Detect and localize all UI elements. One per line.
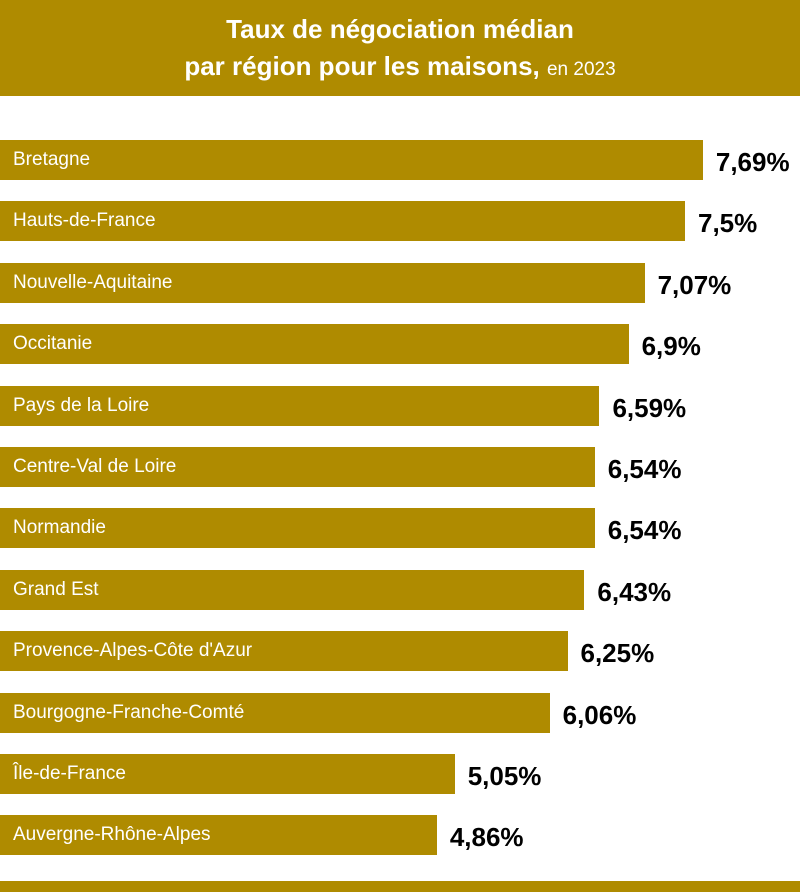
value-label: 6,25% <box>580 638 655 669</box>
category-label: Provence-Alpes-Côte d'Azur <box>13 640 253 662</box>
category-label: Grand Est <box>13 578 99 600</box>
chart-title-line2: par région pour les maisons, en 2023 <box>0 51 800 82</box>
footer-band <box>0 881 800 892</box>
bar <box>0 140 703 180</box>
category-label: Nouvelle-Aquitaine <box>13 271 173 293</box>
chart-title: Taux de négociation médian <box>226 14 574 44</box>
value-label: 6,9% <box>641 331 701 362</box>
category-label: Auvergne-Rhône-Alpes <box>13 824 211 846</box>
category-label: Normandie <box>13 517 106 539</box>
value-label: 7,5% <box>698 208 758 239</box>
category-label: Bretagne <box>13 149 91 170</box>
category-label: Bourgogne-Franche-Comté <box>13 701 245 723</box>
value-label: 4,86% <box>449 822 524 853</box>
value-label: 7,07% <box>657 269 732 300</box>
chart-subtitle: en 2023 <box>546 59 616 80</box>
value-label: 5,05% <box>467 761 542 791</box>
bar <box>0 508 595 549</box>
category-label: Centre-Val de Loire <box>13 456 177 477</box>
value-label: 7,69% <box>715 147 790 177</box>
bar <box>0 324 629 365</box>
value-label: 6,43% <box>597 576 672 607</box>
category-label: Île-de-France <box>13 763 126 784</box>
bar <box>0 262 645 303</box>
bar <box>0 569 585 610</box>
bar <box>0 754 455 794</box>
category-label: Hauts-de-France <box>13 210 156 232</box>
bar <box>0 385 600 426</box>
bar <box>0 815 437 856</box>
value-label: 6,06% <box>562 699 637 730</box>
bar <box>0 201 685 242</box>
bar <box>0 692 550 733</box>
chart-title-line2-text: par région pour les maisons, <box>184 51 540 81</box>
value-label: 6,59% <box>612 392 687 423</box>
bar <box>0 631 568 672</box>
bar <box>0 447 595 487</box>
title-banner: Taux de négociation médian par région po… <box>0 0 800 96</box>
value-label: 6,54% <box>607 454 682 484</box>
category-label: Occitanie <box>13 333 93 355</box>
category-label: Pays de la Loire <box>13 394 150 416</box>
value-label: 6,54% <box>607 515 682 546</box>
